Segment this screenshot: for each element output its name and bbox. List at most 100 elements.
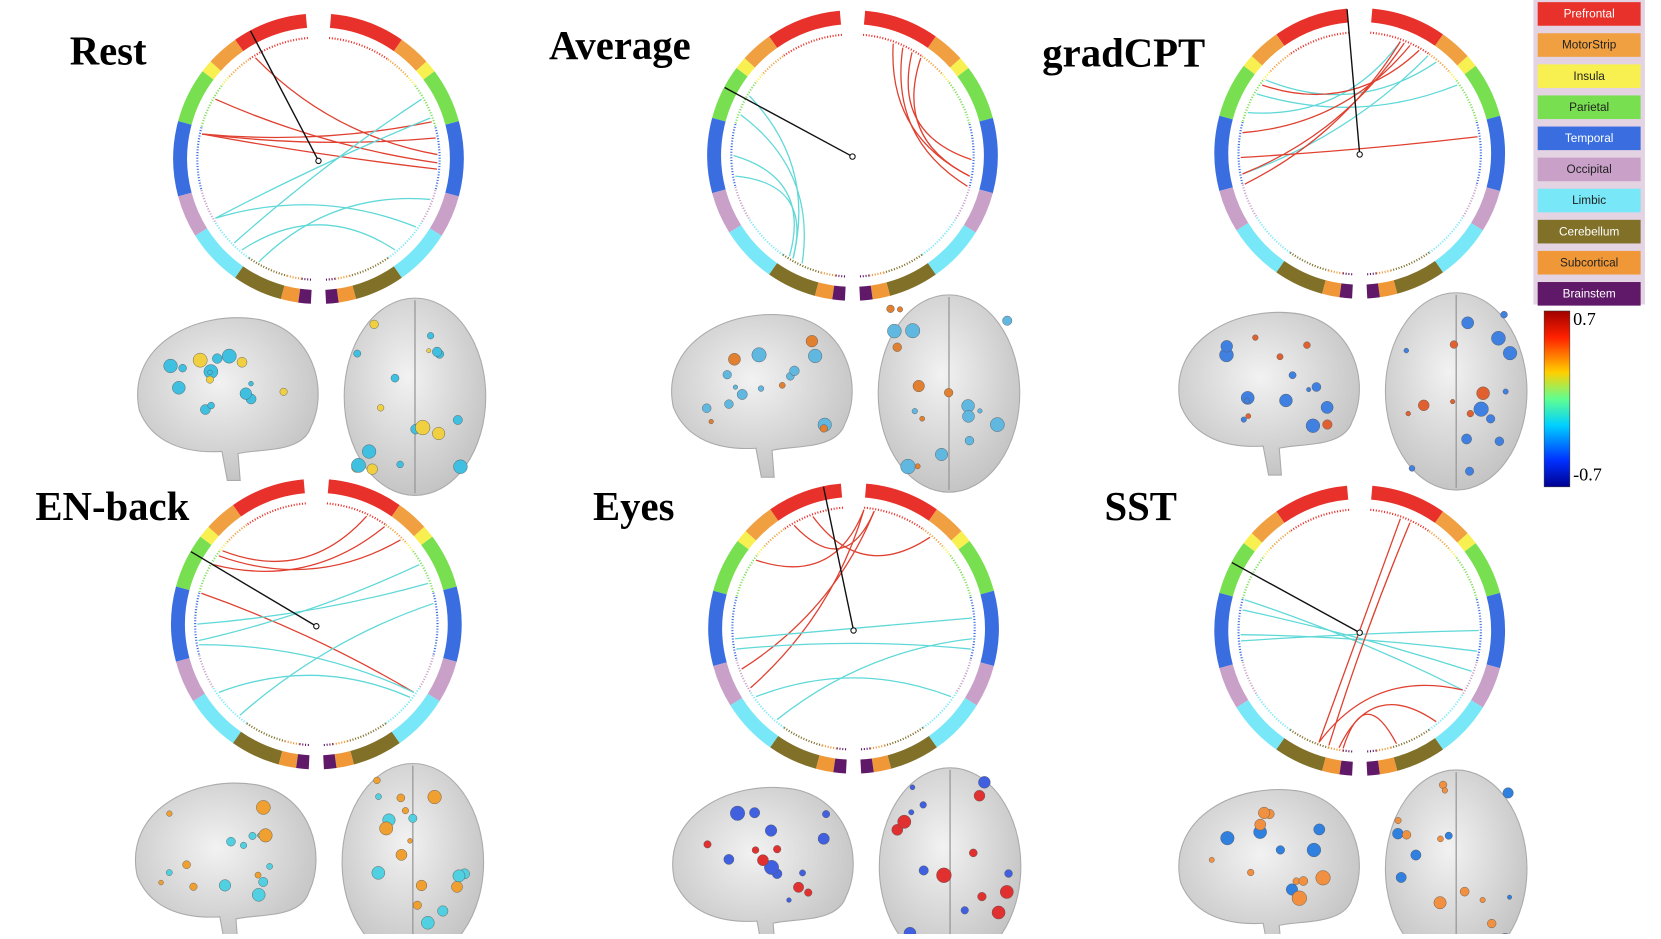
ring-nodes: [1268, 530, 1291, 551]
brain-node: [412, 900, 422, 910]
ring-segment: [770, 483, 843, 521]
brain-node: [1320, 401, 1334, 414]
ring-nodes: [412, 550, 435, 594]
ring-segment: [927, 224, 976, 275]
brain-node: [944, 388, 954, 398]
brain-node: [1405, 410, 1411, 417]
brain-node: [1276, 353, 1284, 361]
brain-node: [172, 381, 186, 395]
ring-segment: [871, 755, 892, 773]
brain-node: [252, 888, 266, 902]
brain-node: [1418, 399, 1430, 411]
chord: [913, 57, 970, 177]
ring-segment: [963, 189, 993, 233]
brain-node: [914, 463, 921, 470]
brain-node: [960, 906, 969, 915]
ring-nodes: [418, 655, 435, 689]
brain-node: [158, 879, 164, 886]
brain-node: [990, 417, 1005, 432]
ring-nodes: [1365, 749, 1377, 753]
brain-node: [207, 401, 215, 410]
ring-nodes: [1370, 31, 1430, 55]
pointer-hub: [849, 153, 856, 160]
chord: [750, 509, 865, 689]
ring-nodes: [734, 81, 757, 125]
brain-node: [1395, 872, 1407, 883]
colorbar-gradient: [1543, 310, 1571, 488]
brain-node: [1450, 399, 1456, 405]
chord: [1256, 84, 1458, 108]
ring-segment: [737, 531, 756, 550]
brain-node: [911, 408, 918, 415]
ring-segment: [1339, 283, 1353, 299]
chord: [741, 510, 875, 670]
pointer-line: [249, 30, 320, 162]
ring-nodes: [322, 743, 334, 747]
brain-node: [366, 463, 378, 475]
brain-node: [1243, 397, 1250, 404]
ring-segment: [1243, 533, 1263, 552]
ring-nodes: [835, 274, 847, 278]
ring-segment: [957, 68, 993, 122]
brain-node: [1208, 857, 1215, 863]
ring-nodes: [1376, 269, 1392, 275]
ring-segment: [445, 121, 464, 197]
chord: [736, 642, 971, 650]
brain-node: [369, 319, 379, 329]
legend-swatch: [1537, 33, 1641, 57]
brain-node: [248, 832, 257, 840]
brain-node: [999, 885, 1014, 899]
brain-node: [236, 357, 248, 368]
ring-nodes: [1328, 746, 1343, 752]
chord: [218, 539, 401, 571]
ring-nodes: [1428, 53, 1451, 73]
chord: [1242, 55, 1429, 175]
ring-segment: [1339, 760, 1353, 776]
ring-nodes: [198, 550, 221, 594]
legend-label: Insula: [1573, 70, 1605, 83]
brain-node: [427, 332, 435, 340]
ring-nodes: [821, 744, 837, 750]
ring-nodes: [731, 596, 738, 661]
brain-node: [1459, 886, 1470, 897]
ring-segment: [927, 36, 961, 68]
brain-node: [1252, 334, 1259, 341]
ring-segment: [336, 285, 357, 303]
ring-segment: [951, 531, 970, 550]
brain-node: [817, 832, 830, 845]
ring-segment: [1219, 664, 1249, 708]
ring-nodes: [955, 659, 972, 694]
brain-node: [1408, 465, 1416, 472]
ring-segment: [195, 228, 244, 278]
ring-segment: [928, 509, 962, 541]
chord: [218, 674, 411, 698]
brain-node: [804, 888, 813, 897]
ring-nodes: [200, 189, 217, 224]
ring-nodes: [1461, 661, 1478, 696]
ring-segment: [178, 71, 214, 125]
legend-label: Limbic: [1572, 194, 1606, 207]
ring-nodes: [1241, 79, 1264, 123]
ring-nodes: [1475, 121, 1482, 185]
ring-segment: [200, 526, 219, 546]
ring-segment: [210, 39, 244, 71]
ring-nodes: [1390, 251, 1430, 272]
brain-node: [1220, 340, 1233, 353]
ring-nodes: [1289, 251, 1329, 272]
pointer-hub: [850, 627, 857, 634]
brain-node: [751, 347, 767, 363]
brain-node: [375, 793, 382, 800]
ring-segment: [278, 750, 299, 768]
brain-sagittal: [671, 314, 853, 478]
brain-node: [897, 306, 903, 313]
brain-node: [452, 869, 466, 883]
brain-node: [254, 871, 262, 879]
brain-node: [182, 860, 191, 869]
chord: [199, 644, 415, 693]
ring-segment: [175, 657, 206, 702]
brain-node: [822, 810, 830, 819]
brain-node: [991, 905, 1006, 920]
ring-nodes: [1289, 31, 1350, 55]
ring-segment: [325, 288, 339, 304]
brain-node: [962, 410, 975, 423]
